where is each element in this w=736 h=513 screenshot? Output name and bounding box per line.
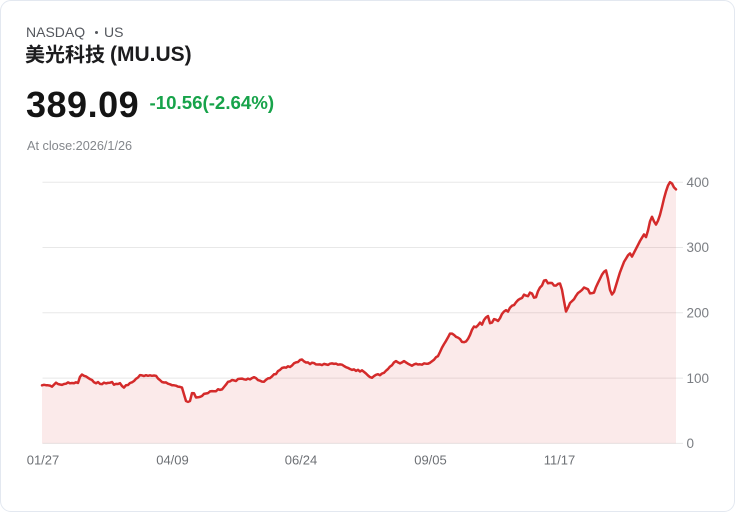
svg-text:06/24: 06/24: [285, 453, 318, 468]
svg-text:01/27: 01/27: [27, 453, 60, 468]
svg-text:300: 300: [687, 240, 710, 255]
svg-text:400: 400: [687, 175, 710, 190]
svg-text:04/09: 04/09: [156, 453, 189, 468]
svg-text:0: 0: [687, 436, 695, 451]
svg-text:200: 200: [687, 306, 710, 321]
svg-text:09/05: 09/05: [414, 453, 447, 468]
svg-text:11/17: 11/17: [544, 453, 576, 468]
svg-text:100: 100: [687, 371, 710, 386]
